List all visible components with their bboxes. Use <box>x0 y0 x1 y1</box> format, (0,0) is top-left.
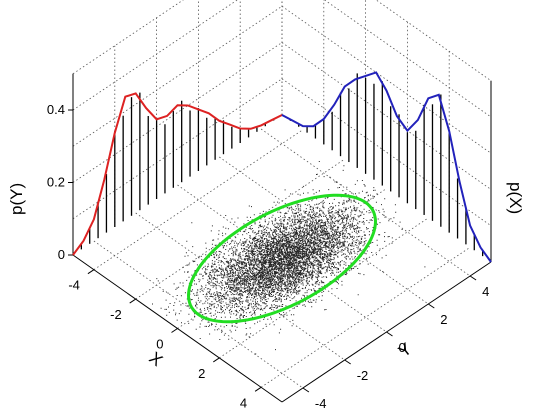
x-tick-mark <box>254 386 262 392</box>
y-tick-label: 2 <box>440 312 447 327</box>
grid-layer: -4 -2 0 2 4 -4 -2 0 2 4 0 0.2 0.4 <box>47 0 492 409</box>
py-density-curve <box>72 92 283 256</box>
wall-gridline-horizontal <box>323 0 492 118</box>
x-tick-mark <box>213 357 220 363</box>
y-tick-label: 0 <box>399 340 406 355</box>
histogram-layer <box>80 73 484 257</box>
wall-gridline-horizontal <box>281 5 492 154</box>
x-tick-mark <box>171 328 178 333</box>
wall-gridline-horizontal <box>72 78 283 220</box>
floor-gridline <box>93 240 304 389</box>
wall-gridline-horizontal <box>72 0 238 111</box>
z-tick-label: 0 <box>58 247 65 262</box>
curve-layer <box>72 71 492 263</box>
wall-gridline-horizontal <box>281 42 492 190</box>
z-tick-label: 0.4 <box>47 102 65 117</box>
px-density-curve <box>281 71 492 263</box>
wall-gridline-horizontal <box>375 0 492 82</box>
x-tick-label: 2 <box>198 366 205 381</box>
floor-gridline <box>260 128 471 277</box>
z-tick-label: 0.2 <box>47 175 65 190</box>
x-tick-label: -2 <box>110 307 122 322</box>
floor-gridline <box>135 212 345 361</box>
floor-gridline <box>177 184 387 333</box>
x-tick-mark <box>129 298 136 304</box>
x-tick-label: 4 <box>240 395 247 409</box>
y-tick-label: -2 <box>357 368 369 383</box>
x-tick-label: -4 <box>68 278 80 293</box>
y-tick-label: 4 <box>482 284 489 299</box>
scatter-point-cloud <box>152 161 426 355</box>
x-tick-label: 0 <box>156 337 163 352</box>
label-layer: X Y p(Y) p(X) <box>7 182 525 370</box>
scatter-points <box>152 161 426 355</box>
wall-gridline-horizontal <box>72 5 283 147</box>
y-tick-label: -4 <box>315 396 327 409</box>
marginal-y-label: p(Y) <box>7 183 26 215</box>
wall-gridline-horizontal <box>72 0 184 75</box>
wall-gridline-horizontal <box>281 78 492 227</box>
confidence-ellipse <box>186 193 378 324</box>
marginal-x-label: p(X) <box>506 182 525 214</box>
y-tick-mark <box>344 359 351 365</box>
y-tick-mark <box>386 331 393 337</box>
wall-gridline-horizontal <box>72 42 283 183</box>
y-tick-mark <box>428 303 435 309</box>
floor-gridline <box>219 156 429 305</box>
y-tick-mark <box>469 275 477 281</box>
y-tick-mark <box>302 387 310 393</box>
ellipse-layer <box>186 193 378 324</box>
x-tick-mark <box>87 269 95 275</box>
